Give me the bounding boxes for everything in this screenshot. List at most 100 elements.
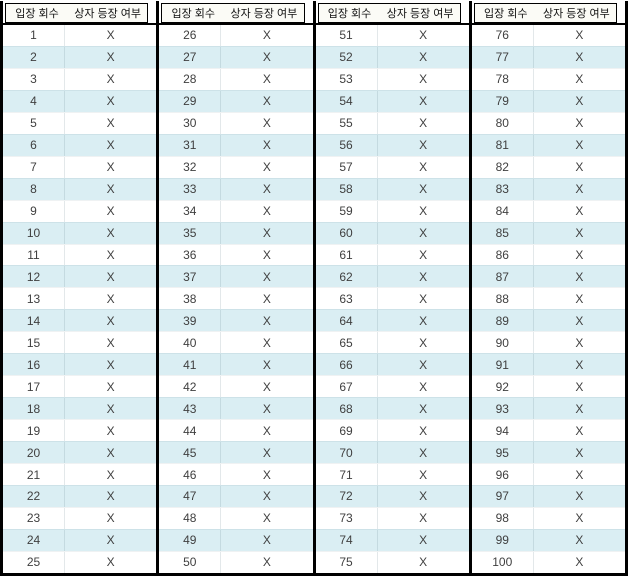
box-status-cell[interactable]: X	[575, 160, 584, 175]
entry-count-cell[interactable]: 6	[3, 134, 65, 156]
entry-count-cell[interactable]: 3	[3, 68, 65, 90]
entry-count-cell[interactable]: 56	[316, 134, 378, 156]
box-status-cell[interactable]: X	[106, 489, 115, 504]
box-status-cell[interactable]: X	[262, 533, 271, 548]
entry-count-cell[interactable]: 53	[316, 68, 378, 90]
box-status-cell[interactable]: X	[262, 248, 271, 262]
box-status-cell[interactable]: X	[419, 72, 428, 87]
entry-count-cell[interactable]: 84	[472, 200, 534, 222]
entry-count-cell[interactable]: 9	[3, 200, 65, 222]
entry-count-cell[interactable]: 10	[3, 222, 65, 244]
box-status-cell[interactable]: X	[419, 160, 428, 175]
entry-count-cell[interactable]: 66	[316, 354, 378, 376]
entry-count-cell[interactable]: 15	[3, 332, 65, 354]
entry-count-cell[interactable]: 25	[3, 551, 65, 573]
entry-count-cell[interactable]: 48	[159, 507, 222, 529]
entry-count-cell[interactable]: 5	[3, 112, 65, 134]
entry-count-cell[interactable]: 62	[316, 266, 378, 288]
box-status-cell[interactable]: X	[262, 94, 271, 109]
box-status-cell[interactable]: X	[262, 204, 271, 219]
entry-count-cell[interactable]: 44	[159, 420, 222, 442]
entry-count-cell[interactable]: 4	[3, 90, 65, 112]
entry-count-cell[interactable]: 87	[472, 266, 534, 288]
box-status-cell[interactable]: X	[262, 116, 271, 131]
box-status-cell[interactable]: X	[419, 489, 428, 504]
box-status-cell[interactable]: X	[419, 226, 428, 241]
box-status-cell[interactable]: X	[575, 357, 584, 372]
box-status-cell[interactable]: X	[419, 511, 428, 526]
entry-count-cell[interactable]: 83	[472, 178, 534, 200]
box-status-cell[interactable]: X	[575, 401, 584, 416]
entry-count-cell[interactable]: 100	[472, 551, 534, 573]
box-status-cell[interactable]: X	[575, 182, 584, 197]
box-status-cell[interactable]: X	[262, 335, 271, 350]
entry-count-cell[interactable]: 60	[316, 222, 378, 244]
entry-count-cell[interactable]: 39	[159, 310, 222, 332]
entry-count-cell[interactable]: 11	[3, 244, 65, 266]
entry-count-cell[interactable]: 88	[472, 288, 534, 310]
box-status-cell[interactable]: X	[106, 182, 115, 197]
entry-count-cell[interactable]: 71	[316, 464, 378, 486]
entry-count-cell[interactable]: 75	[316, 551, 378, 573]
box-status-cell[interactable]: X	[419, 204, 428, 219]
entry-count-cell[interactable]: 55	[316, 112, 378, 134]
box-status-cell[interactable]: X	[419, 28, 428, 43]
box-status-cell[interactable]: X	[419, 379, 428, 394]
entry-count-cell[interactable]: 7	[3, 156, 65, 178]
box-status-cell[interactable]: X	[106, 357, 115, 372]
entry-count-cell[interactable]: 97	[472, 486, 534, 507]
entry-count-cell[interactable]: 74	[316, 529, 378, 551]
entry-count-cell[interactable]: 43	[159, 398, 222, 420]
box-status-cell[interactable]: X	[419, 50, 428, 65]
entry-count-cell[interactable]: 58	[316, 178, 378, 200]
entry-count-cell[interactable]: 34	[159, 200, 222, 222]
box-status-cell[interactable]: X	[419, 138, 428, 153]
box-status-cell[interactable]: X	[106, 335, 115, 350]
box-status-cell[interactable]: X	[419, 291, 428, 306]
entry-count-cell[interactable]: 33	[159, 178, 222, 200]
box-status-cell[interactable]: X	[106, 423, 115, 438]
box-status-cell[interactable]: X	[106, 511, 115, 526]
box-status-cell[interactable]: X	[106, 533, 115, 548]
entry-count-cell[interactable]: 65	[316, 332, 378, 354]
box-status-cell[interactable]: X	[262, 379, 271, 394]
box-status-cell[interactable]: X	[106, 467, 115, 482]
entry-count-cell[interactable]: 14	[3, 310, 65, 332]
entry-count-cell[interactable]: 22	[3, 486, 65, 507]
entry-count-cell[interactable]: 37	[159, 266, 222, 288]
box-status-cell[interactable]: X	[262, 226, 271, 241]
entry-count-cell[interactable]: 13	[3, 288, 65, 310]
box-status-cell[interactable]: X	[262, 555, 271, 570]
box-status-cell[interactable]: X	[419, 423, 428, 438]
box-status-cell[interactable]: X	[419, 94, 428, 109]
entry-count-cell[interactable]: 54	[316, 90, 378, 112]
box-status-cell[interactable]: X	[106, 248, 115, 262]
box-status-cell[interactable]: X	[419, 269, 428, 284]
box-status-cell[interactable]: X	[262, 160, 271, 175]
box-status-cell[interactable]: X	[419, 182, 428, 197]
entry-count-cell[interactable]: 50	[159, 551, 222, 573]
entry-count-cell[interactable]: 31	[159, 134, 222, 156]
box-status-cell[interactable]: X	[106, 313, 115, 328]
entry-count-cell[interactable]: 2	[3, 46, 65, 68]
entry-count-cell[interactable]: 82	[472, 156, 534, 178]
box-status-cell[interactable]: X	[262, 313, 271, 328]
box-status-cell[interactable]: X	[419, 313, 428, 328]
box-status-cell[interactable]: X	[262, 445, 271, 460]
box-status-cell[interactable]: X	[575, 533, 584, 548]
box-status-cell[interactable]: X	[575, 313, 584, 328]
box-status-cell[interactable]: X	[106, 116, 115, 131]
entry-count-cell[interactable]: 67	[316, 376, 378, 398]
box-status-cell[interactable]: X	[262, 269, 271, 284]
entry-count-cell[interactable]: 1	[3, 25, 65, 46]
entry-count-cell[interactable]: 94	[472, 420, 534, 442]
entry-count-cell[interactable]: 46	[159, 464, 222, 486]
entry-count-cell[interactable]: 79	[472, 90, 534, 112]
box-status-cell[interactable]: X	[262, 423, 271, 438]
entry-count-cell[interactable]: 12	[3, 266, 65, 288]
entry-count-cell[interactable]: 38	[159, 288, 222, 310]
entry-count-cell[interactable]: 57	[316, 156, 378, 178]
box-status-cell[interactable]: X	[419, 335, 428, 350]
entry-count-cell[interactable]: 86	[472, 244, 534, 266]
entry-count-cell[interactable]: 26	[159, 25, 222, 46]
